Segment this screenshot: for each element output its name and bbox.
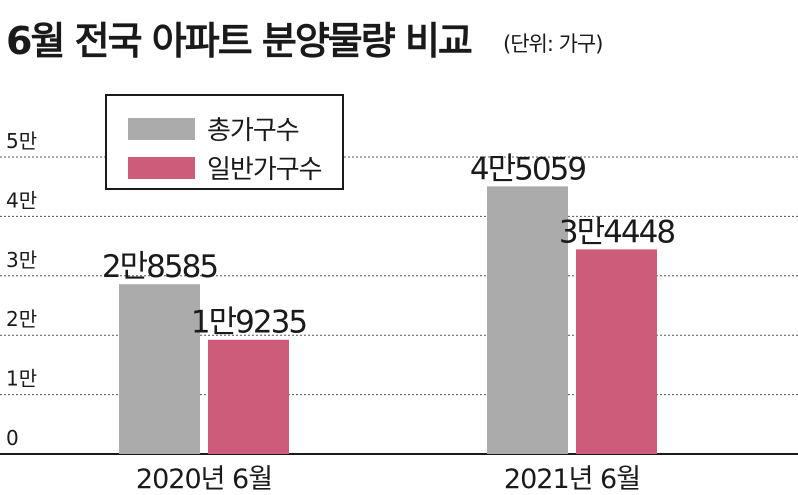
page-title: 6월 전국 아파트 분양물량 비교: [6, 19, 473, 63]
x-tick-label: 2021년 6월: [504, 464, 640, 495]
x-tick-label: 2020년 6월: [136, 464, 272, 495]
y-tick-label: 0: [6, 426, 19, 450]
bar-general: [208, 339, 289, 454]
legend-item-total: 총가구수: [128, 110, 300, 147]
y-tick-label: 4만: [6, 188, 37, 212]
legend-label-total: 총가구수: [207, 116, 300, 146]
y-tick-label: 3만: [6, 248, 37, 272]
data-label-total: 4만5059: [470, 151, 585, 187]
y-tick-label: 5만: [6, 129, 37, 153]
legend: 총가구수 일반가구수: [105, 94, 344, 190]
bar-total: [119, 284, 200, 454]
bar-total: [487, 186, 568, 454]
unit-note: (단위: 가구): [503, 32, 603, 56]
data-label-general: 3만4448: [559, 214, 674, 250]
legend-item-general: 일반가구수: [128, 149, 323, 186]
legend-label-general: 일반가구수: [207, 155, 323, 185]
y-tick-label: 1만: [6, 367, 37, 391]
legend-swatch-total: [128, 117, 195, 140]
legend-swatch-general: [128, 156, 195, 179]
bar-general: [576, 249, 657, 454]
data-label-general: 1만9235: [191, 305, 306, 341]
y-tick-label: 2만: [6, 307, 37, 331]
data-label-total: 2만8585: [102, 249, 217, 285]
